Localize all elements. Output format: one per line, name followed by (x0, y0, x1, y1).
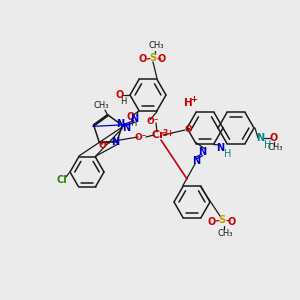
Text: CH₃: CH₃ (217, 230, 233, 238)
Text: O: O (270, 133, 278, 143)
Text: N: N (192, 156, 200, 166)
Text: Cl: Cl (57, 175, 68, 185)
Text: CH₃: CH₃ (93, 101, 109, 110)
Text: O: O (116, 90, 124, 100)
Text: N: N (216, 143, 224, 153)
Text: H: H (120, 98, 126, 106)
Text: O: O (127, 112, 135, 122)
Text: N: N (256, 133, 264, 143)
Text: 3+: 3+ (162, 128, 174, 137)
Text: H: H (224, 149, 232, 159)
Text: S: S (218, 215, 226, 225)
Text: O: O (139, 54, 147, 64)
Text: O⁻: O⁻ (99, 141, 111, 150)
Text: +: + (190, 95, 197, 104)
Text: H: H (264, 140, 272, 150)
Text: O: O (208, 217, 216, 227)
Text: H: H (184, 98, 192, 108)
Text: S: S (149, 53, 157, 63)
Text: O: O (184, 125, 192, 134)
Text: O: O (158, 54, 166, 64)
Text: H: H (130, 119, 136, 128)
Text: O⁻: O⁻ (147, 118, 159, 127)
Text: CH₃: CH₃ (267, 142, 283, 152)
Text: N: N (198, 147, 206, 157)
Text: O⁻: O⁻ (135, 133, 147, 142)
Text: O: O (228, 217, 236, 227)
Text: CH₃: CH₃ (148, 41, 164, 50)
Text: N: N (111, 137, 119, 147)
Text: N: N (130, 114, 138, 124)
Text: N: N (116, 119, 124, 129)
Text: N: N (122, 123, 130, 133)
Text: Cr: Cr (151, 130, 165, 140)
